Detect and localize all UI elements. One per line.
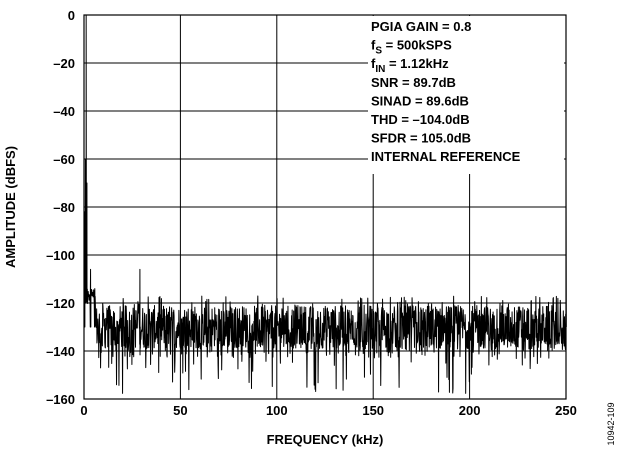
y-tick-label: 0 <box>68 8 75 23</box>
x-tick-label: 100 <box>266 403 288 418</box>
fft-trace <box>83 14 567 394</box>
y-tick-label: –60 <box>53 152 75 167</box>
x-tick-label: 50 <box>173 403 187 418</box>
x-tick-label: 0 <box>80 403 87 418</box>
y-tick-label: –160 <box>46 392 75 407</box>
y-tick-label: –80 <box>53 200 75 215</box>
annotation-line: fIN = 1.12kHz <box>371 56 449 75</box>
x-tick-label: 200 <box>459 403 481 418</box>
x-tick-label: 250 <box>555 403 577 418</box>
y-tick-label: –40 <box>53 104 75 119</box>
annotation-line: fS = 500kSPS <box>371 38 452 57</box>
x-tick-labels: 0 50 100 150 200 250 <box>80 403 576 418</box>
annotation-line: THD = –104.0dB <box>371 112 470 127</box>
annotation-line: SINAD = 89.6dB <box>371 93 469 108</box>
y-tick-labels: 0 –20 –40 –60 –80 –100 –120 –140 –160 <box>46 8 75 407</box>
annotation-box <box>368 16 564 174</box>
x-axis-title: FREQUENCY (kHz) <box>267 432 384 447</box>
y-tick-label: –120 <box>46 296 75 311</box>
annotation-line: PGIA GAIN = 0.8 <box>371 19 471 34</box>
fft-line <box>83 14 567 394</box>
annotation-line: INTERNAL REFERENCE <box>371 149 521 164</box>
annotation-line: SNR = 89.7dB <box>371 75 456 90</box>
y-axis-title: AMPLITUDE (dBFS) <box>3 146 18 268</box>
y-tick-label: –100 <box>46 248 75 263</box>
annotation-line: SFDR = 105.0dB <box>371 131 471 146</box>
plot-frame <box>83 14 567 400</box>
y-tick-label: –140 <box>46 344 75 359</box>
x-tick-label: 150 <box>362 403 384 418</box>
figure-id: 10942-109 <box>606 402 616 445</box>
y-tick-label: –20 <box>53 56 75 71</box>
